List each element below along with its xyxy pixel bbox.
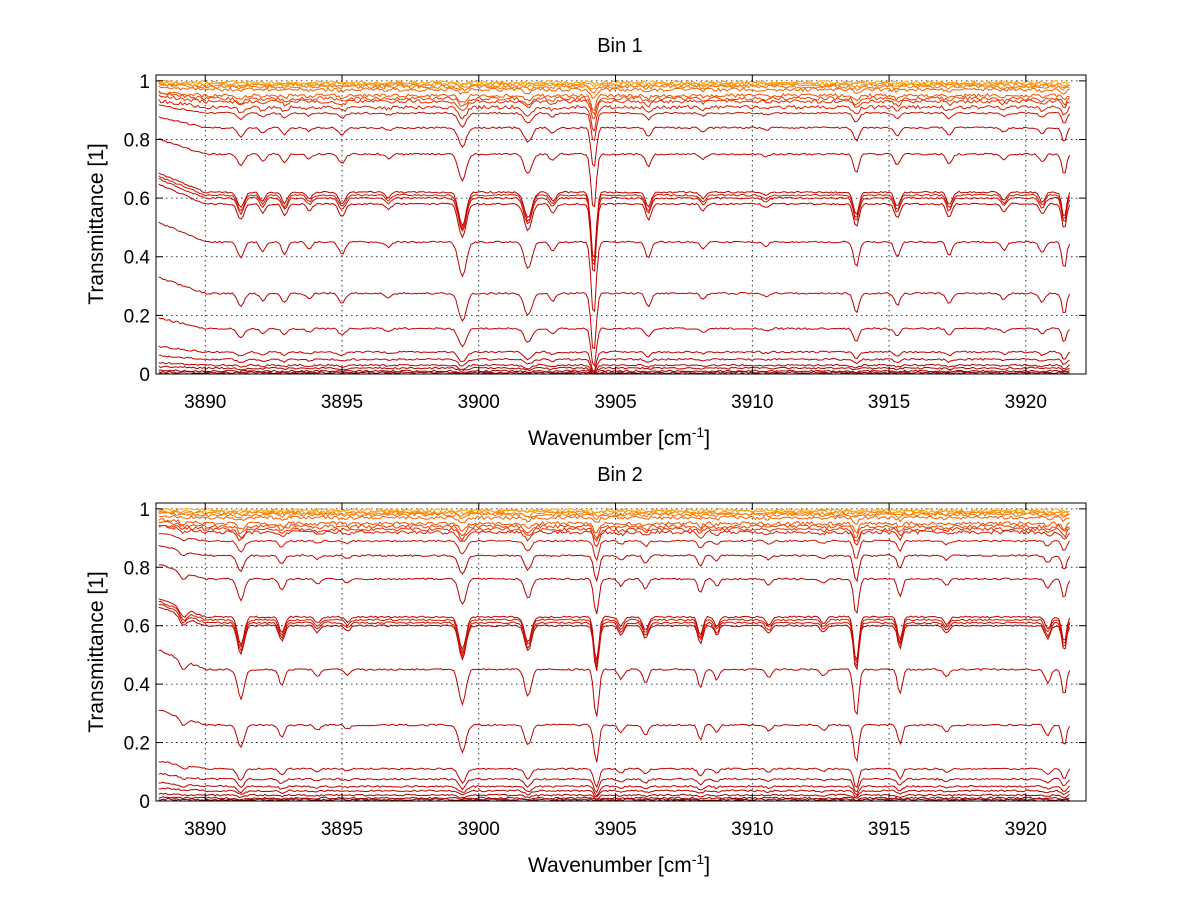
series-line bbox=[158, 600, 1071, 665]
x-axis-label-suffix: ] bbox=[704, 427, 710, 450]
x-tick-label: 3920 bbox=[1005, 392, 1047, 413]
subplot-title: Bin 1 bbox=[597, 35, 643, 57]
series-line bbox=[158, 85, 1070, 100]
y-tick-label: 0.6 bbox=[124, 617, 150, 638]
x-tick-label: 3915 bbox=[868, 819, 910, 840]
x-tick-label: 3890 bbox=[184, 819, 226, 840]
y-tick-label: 0 bbox=[139, 792, 150, 813]
series-line bbox=[158, 709, 1071, 763]
series-line bbox=[158, 507, 1070, 514]
series-line bbox=[158, 178, 1071, 266]
x-axis-label-superscript: -1 bbox=[692, 851, 705, 867]
series-line bbox=[158, 772, 1070, 794]
series-line bbox=[158, 92, 1070, 116]
y-tick-label: 0.4 bbox=[124, 248, 151, 269]
x-axis-label-main: Wavenumber [cm bbox=[528, 427, 692, 450]
series-line bbox=[158, 175, 1071, 264]
series-line bbox=[158, 761, 1071, 789]
x-tick-label: 3900 bbox=[458, 392, 500, 413]
series-line bbox=[158, 354, 1070, 373]
y-tick-label: 0.2 bbox=[124, 734, 150, 755]
series-line bbox=[158, 514, 1070, 526]
series-line bbox=[158, 365, 1070, 375]
x-tick-labels: 3890 3895 3900 3905 3910 3915 3920 bbox=[184, 503, 1047, 840]
y-tick-label: 1 bbox=[139, 500, 150, 521]
x-tick-label: 3915 bbox=[868, 392, 910, 413]
x-axis-label-superscript: -1 bbox=[692, 424, 705, 440]
series-line bbox=[158, 104, 1071, 141]
series-line bbox=[158, 787, 1070, 798]
series-line bbox=[158, 792, 1070, 800]
series-line bbox=[158, 598, 1071, 662]
x-tick-label: 3895 bbox=[321, 819, 363, 840]
series-line bbox=[158, 533, 1071, 562]
x-tick-label: 3900 bbox=[458, 819, 500, 840]
series-line bbox=[158, 99, 1071, 132]
series-line bbox=[158, 520, 1070, 540]
series-line bbox=[158, 172, 1071, 259]
y-tick-label: 0.8 bbox=[124, 558, 150, 579]
series-line bbox=[158, 369, 1070, 375]
x-tick-label: 3895 bbox=[321, 392, 363, 413]
series-line bbox=[158, 649, 1071, 717]
y-tick-label: 0.6 bbox=[124, 189, 150, 210]
series-line bbox=[158, 524, 1071, 548]
subplot-bin-2: Bin 2 3890 3895 3900 3905 3910 3915 3920 00.20… bbox=[85, 464, 1087, 877]
series-line bbox=[158, 564, 1071, 615]
series-lines bbox=[158, 79, 1071, 375]
y-axis-label: Transmittance [1] bbox=[85, 571, 108, 732]
x-tick-label: 3910 bbox=[731, 819, 773, 840]
series-line bbox=[158, 604, 1071, 669]
series-line bbox=[158, 511, 1070, 520]
x-axis-label-main: Wavenumber [cm bbox=[528, 854, 692, 877]
series-line bbox=[158, 544, 1071, 583]
x-tick-labels: 3890 3895 3900 3905 3910 3915 3920 bbox=[184, 75, 1047, 413]
y-tick-label: 0.2 bbox=[124, 306, 150, 327]
series-line bbox=[158, 83, 1070, 94]
series-line bbox=[158, 361, 1070, 375]
series-line bbox=[158, 116, 1071, 167]
axes-box bbox=[155, 74, 1087, 375]
y-tick-label: 0.4 bbox=[124, 675, 151, 696]
x-tick-label: 3910 bbox=[731, 392, 773, 413]
axes-box bbox=[155, 502, 1087, 802]
series-line bbox=[158, 80, 1070, 87]
y-tick-label: 1 bbox=[139, 72, 150, 93]
x-tick-label: 3890 bbox=[184, 392, 226, 413]
series-line bbox=[158, 781, 1070, 798]
series-line bbox=[158, 317, 1070, 367]
series-line bbox=[158, 183, 1071, 272]
y-tick-labels: 0 0.2 0.4 0.6 0.8 1 bbox=[124, 500, 1086, 813]
x-tick-label: 3905 bbox=[594, 392, 636, 413]
y-tick-label: 0.8 bbox=[124, 130, 150, 151]
y-tick-label: 0 bbox=[139, 365, 150, 386]
subplot-title: Bin 2 bbox=[597, 464, 643, 486]
series-line bbox=[158, 524, 1070, 542]
series-line bbox=[158, 606, 1071, 671]
x-axis-label: Wavenumber [cm-1] bbox=[528, 851, 710, 877]
series-line bbox=[158, 138, 1071, 208]
y-axis-label: Transmittance [1] bbox=[85, 143, 108, 304]
series-line bbox=[158, 79, 1070, 86]
x-tick-label: 3905 bbox=[594, 819, 636, 840]
y-tick-labels: 0 0.2 0.4 0.6 0.8 1 bbox=[124, 72, 1086, 386]
series-line bbox=[158, 276, 1071, 350]
x-axis-label-suffix: ] bbox=[704, 854, 710, 877]
subplot-bin-1: Bin 1 3890 3895 3900 3905 3910 3915 3920 00.20… bbox=[85, 35, 1087, 450]
series-line bbox=[158, 345, 1071, 373]
x-axis-label: Wavenumber [cm-1] bbox=[528, 424, 710, 450]
series-line bbox=[158, 796, 1070, 802]
series-line bbox=[158, 94, 1070, 119]
x-tick-label: 3920 bbox=[1005, 819, 1047, 840]
series-line bbox=[158, 518, 1070, 534]
series-line bbox=[158, 90, 1070, 111]
series-line bbox=[158, 221, 1071, 313]
